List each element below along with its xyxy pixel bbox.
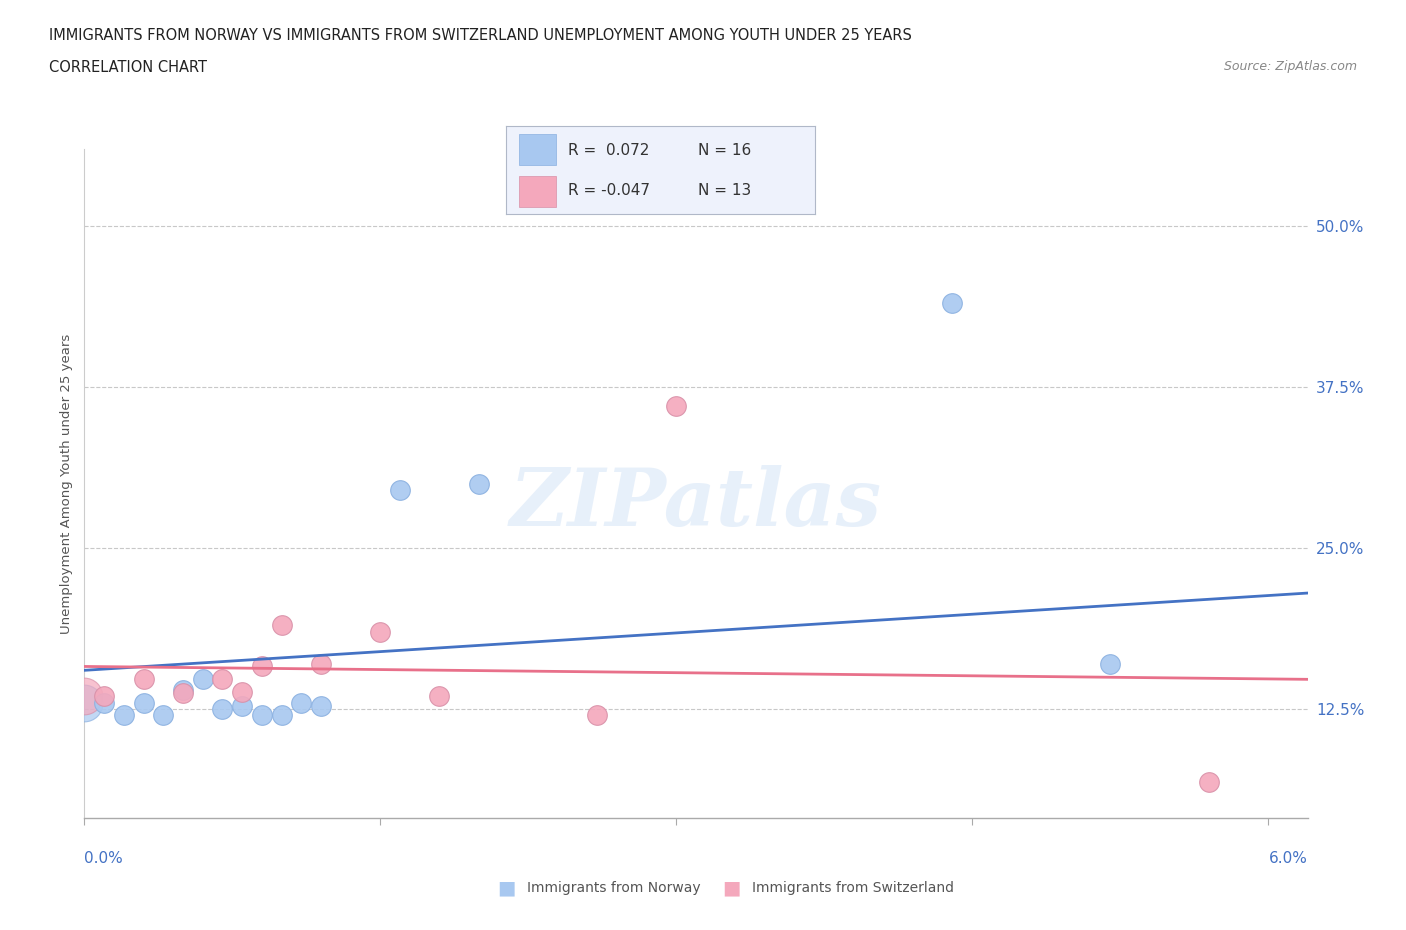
Point (941, 296, 963, 311)
Text: Immigrants from Switzerland: Immigrants from Switzerland (752, 881, 955, 896)
Point (1099, 657, 1122, 671)
Point (468, 476, 491, 491)
Point (586, 708, 609, 723)
Text: IMMIGRANTS FROM NORWAY VS IMMIGRANTS FROM SWITZERLAND UNEMPLOYMENT AMONG YOUTH U: IMMIGRANTS FROM NORWAY VS IMMIGRANTS FRO… (49, 28, 912, 43)
Point (665, 399, 688, 414)
Text: Immigrants from Norway: Immigrants from Norway (527, 881, 700, 896)
Point (270, 708, 292, 723)
Text: R =  0.072: R = 0.072 (568, 143, 650, 158)
Point (368, 624, 391, 639)
Text: N = 13: N = 13 (697, 182, 751, 197)
Text: N = 16: N = 16 (697, 143, 751, 158)
Text: 6.0%: 6.0% (1268, 851, 1308, 866)
Point (132, 671, 155, 686)
Point (389, 483, 412, 498)
Point (231, 699, 253, 714)
Point (73, 695, 96, 710)
Text: ■: ■ (721, 879, 741, 897)
Point (112, 708, 135, 723)
Point (93, 695, 115, 710)
Point (429, 688, 451, 703)
Point (1198, 775, 1220, 790)
Point (309, 657, 332, 671)
Point (152, 708, 174, 723)
Text: 0.0%: 0.0% (84, 851, 124, 866)
Point (191, 671, 214, 686)
Point (270, 618, 292, 632)
Text: ZIPatlas: ZIPatlas (510, 465, 882, 542)
Point (250, 659, 273, 674)
Point (172, 683, 194, 698)
Text: R = -0.047: R = -0.047 (568, 182, 650, 197)
Point (172, 686, 194, 701)
Point (211, 701, 233, 716)
Point (231, 684, 253, 699)
Y-axis label: Unemployment Among Youth under 25 years: Unemployment Among Youth under 25 years (60, 334, 73, 633)
Point (73, 688, 96, 703)
Text: Source: ZipAtlas.com: Source: ZipAtlas.com (1223, 60, 1357, 73)
Point (250, 708, 273, 723)
Point (290, 695, 312, 710)
Point (211, 671, 233, 686)
Text: ■: ■ (496, 879, 516, 897)
Point (132, 695, 155, 710)
FancyBboxPatch shape (519, 176, 555, 206)
Point (93, 688, 115, 703)
Text: CORRELATION CHART: CORRELATION CHART (49, 60, 207, 75)
Point (309, 699, 332, 714)
FancyBboxPatch shape (519, 135, 555, 166)
